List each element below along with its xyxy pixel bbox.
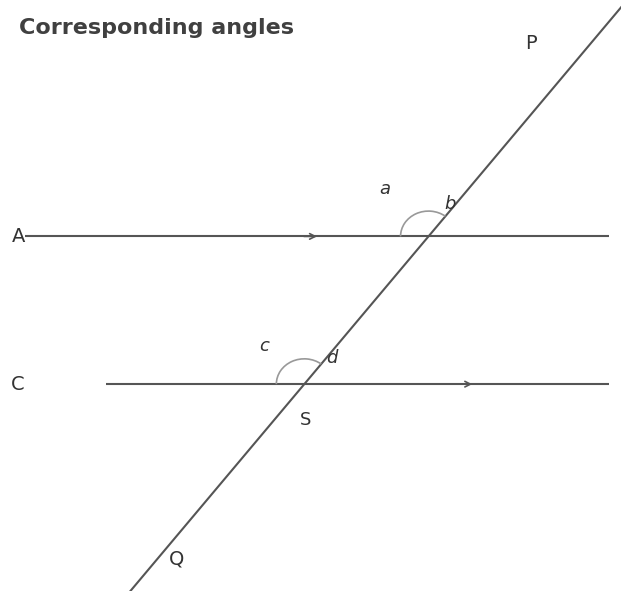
- Text: Corresponding angles: Corresponding angles: [19, 18, 294, 38]
- Text: C: C: [11, 375, 25, 394]
- Text: P: P: [525, 34, 537, 53]
- Text: a: a: [379, 180, 391, 198]
- Text: Q: Q: [170, 550, 184, 569]
- Text: c: c: [259, 337, 269, 355]
- Text: S: S: [300, 411, 311, 428]
- Text: A: A: [11, 227, 25, 246]
- Text: d: d: [327, 349, 338, 366]
- Text: b: b: [445, 195, 456, 213]
